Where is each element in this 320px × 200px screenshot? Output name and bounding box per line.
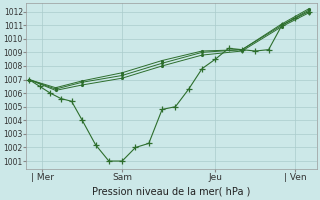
X-axis label: Pression niveau de la mer( hPa ): Pression niveau de la mer( hPa )	[92, 187, 251, 197]
